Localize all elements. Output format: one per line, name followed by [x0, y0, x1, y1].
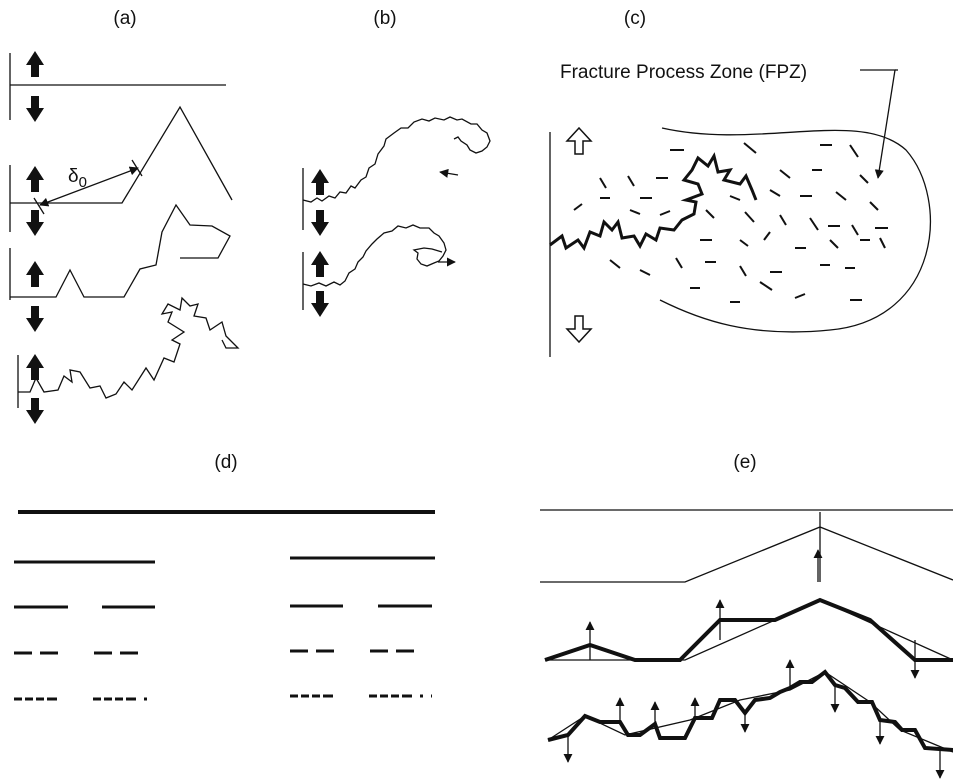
panel-e: [540, 510, 953, 778]
microcrack: [852, 225, 858, 235]
microcrack: [880, 238, 885, 248]
delta-symbol: δ: [68, 166, 79, 187]
microcrack: [628, 176, 634, 186]
panel-c: Fracture Process Zone (FPZ): [550, 62, 930, 357]
panel-b: [303, 117, 490, 317]
microcrack: [836, 192, 846, 200]
microcrack: [770, 190, 780, 196]
microcrack: [810, 218, 818, 230]
microcrack: [870, 202, 878, 210]
panel-label: (d): [214, 452, 237, 473]
microcrack: [730, 196, 740, 200]
fpz-label: Fracture Process Zone (FPZ): [560, 62, 807, 83]
microcrack: [760, 282, 772, 290]
microcrack: [764, 232, 770, 240]
delta-subscript: 0: [79, 174, 87, 191]
microcrack: [745, 212, 754, 222]
microcrack: [740, 266, 746, 276]
panel-label: (c): [624, 8, 646, 29]
microcrack: [744, 143, 756, 153]
microcrack: [740, 240, 748, 246]
panel-d: [14, 512, 435, 699]
microcrack: [860, 175, 868, 183]
panel-label: (b): [373, 8, 396, 29]
microcrack: [660, 211, 670, 215]
panel-label: (a): [113, 8, 136, 29]
microcrack: [610, 260, 620, 268]
microcrack: [640, 270, 650, 275]
panel-a: δ0: [10, 51, 238, 424]
microcrack: [780, 215, 786, 225]
panel-label: (e): [733, 452, 756, 473]
microcrack: [630, 210, 640, 214]
figure: (a) (b) (c) (d) (e) δ0 Fracture Process: [0, 0, 953, 784]
microcrack: [850, 145, 858, 157]
microcrack: [574, 204, 582, 210]
microcrack: [706, 210, 714, 218]
delta-label: δ0: [68, 166, 87, 191]
microcrack: [600, 178, 606, 188]
microcrack: [830, 240, 838, 248]
microcrack: [780, 170, 790, 178]
microcrack: [676, 258, 682, 268]
microcrack: [795, 294, 805, 298]
